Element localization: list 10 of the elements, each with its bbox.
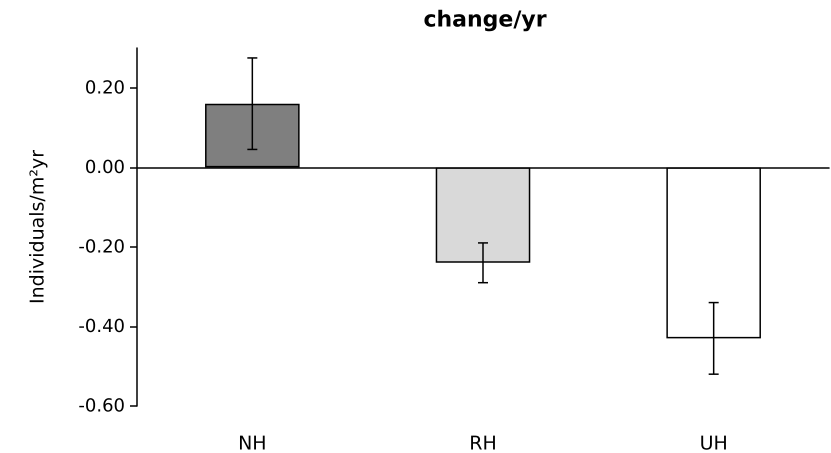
x-tick-label: UH bbox=[700, 432, 728, 453]
y-tick-label: -0.20 bbox=[78, 236, 125, 258]
y-tick-label: 0.20 bbox=[84, 77, 125, 98]
y-axis-title: Individuals/m²yr bbox=[26, 150, 48, 304]
y-tick-label: 0.00 bbox=[84, 156, 125, 178]
x-tick-label: NH bbox=[238, 432, 267, 453]
x-tick-label: RH bbox=[469, 432, 497, 453]
y-tick-label: -0.40 bbox=[78, 316, 125, 337]
chart-title: change/yr bbox=[423, 8, 547, 32]
y-tick-label: -0.60 bbox=[78, 396, 125, 416]
